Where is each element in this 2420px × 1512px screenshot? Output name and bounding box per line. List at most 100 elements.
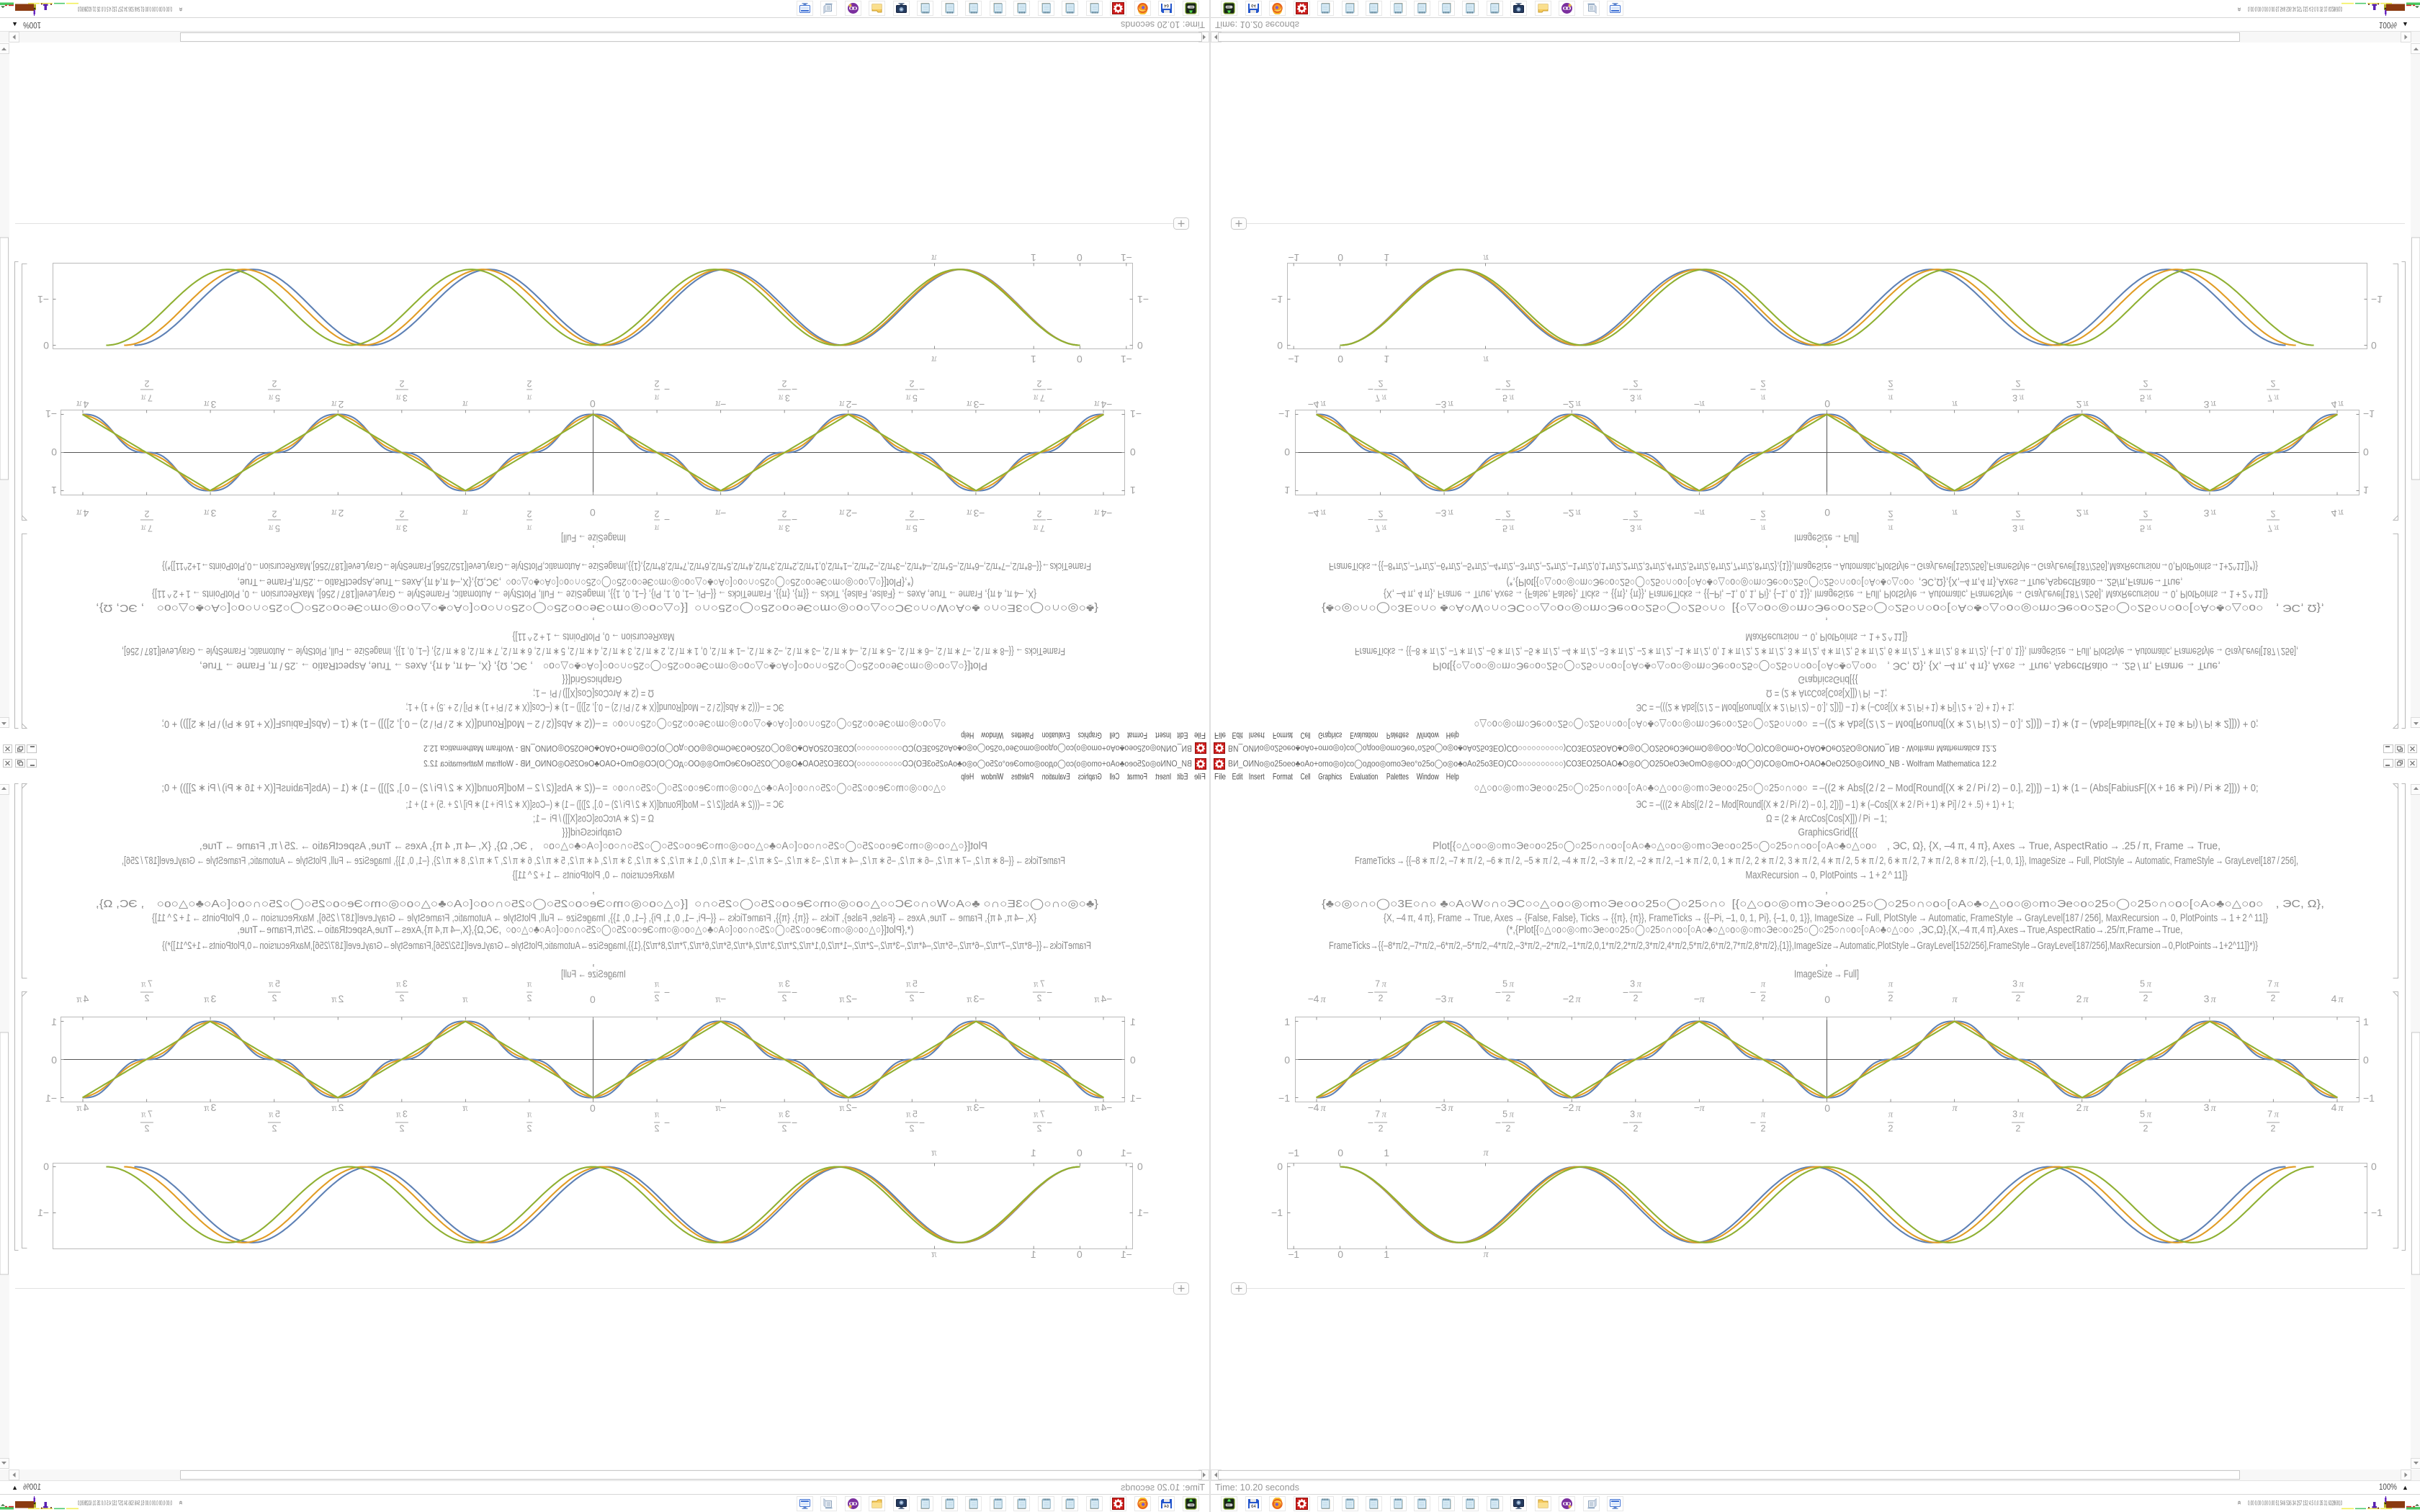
svg-text:Window: Window [1417, 772, 1439, 782]
svg-text:GraphicsGrid[{{: GraphicsGrid[{{ [563, 674, 622, 686]
svg-text:File: File [1194, 731, 1206, 741]
svg-text:ЭC = –(((2 ∗ Abs[(2 / 2 – Mod[: ЭC = –(((2 ∗ Abs[(2 / 2 – Mod[Round[(X ∗… [406, 701, 784, 714]
svg-text:(*,{Plot[{○△○o○◎○m○Эе○o○25○◯○2: (*,{Plot[{○△○o○◎○m○Эе○o○25○◯○25○∩○o○[○A○… [1507, 576, 2183, 588]
svg-text:(*,{Plot[{○△○o○◎○m○Эе○o○25○◯○2: (*,{Plot[{○△○o○◎○m○Эе○o○25○◯○25○∩○o○[○A○… [238, 924, 914, 936]
svg-text:Format: Format [1127, 772, 1147, 782]
svg-text:Format: Format [1273, 772, 1293, 782]
svg-text:»: » [177, 1500, 185, 1505]
svg-text:▲: ▲ [12, 21, 18, 28]
svg-text:Cell: Cell [1109, 731, 1119, 741]
svg-text:○△○o○◎○m○Эе○o○25○◯○25○∩○o○[○A○: ○△○o○◎○m○Эе○o○25○◯○25○∩○o○[○A○♣○△○o○◎○m○… [162, 782, 946, 794]
svg-text:Plot[{○△○o○◎○m○Эе○o○25○◯○25○∩○: Plot[{○△○o○◎○m○Эе○o○25○◯○25○∩○o○[○A○♣○△○… [1433, 840, 2220, 852]
svg-text:(*,{Plot[{○△○o○◎○m○Эе○o○25○◯○2: (*,{Plot[{○△○o○◎○m○Эе○o○25○◯○25○∩○o○[○A○… [1507, 924, 2183, 936]
svg-text:BИ_OИNo◎o25oеo♣oAo+omo◎o)co◯oд: BИ_OИNo◎o25oеo♣oAo+omo◎o)co◯oдoo◎omoЭеo°… [1228, 759, 1996, 769]
svg-text:FrameTicks → {{–8 ∗ π / 2, –7: FrameTicks → {{–8 ∗ π / 2, –7 ∗ π / 2, –… [1355, 645, 2298, 657]
svg-text:100%: 100% [23, 1483, 41, 1492]
svg-text:ЭC = –(((2 ∗ Abs[(2 / 2 – Mod[: ЭC = –(((2 ∗ Abs[(2 / 2 – Mod[Round[(X ∗… [1636, 798, 2015, 811]
svg-text:○△○o○◎○m○Эе○o○25○◯○25○∩○o○[○A○: ○△○o○◎○m○Эе○o○25○◯○25○∩○o○[○A○♣○△○o○◎○m○… [1474, 782, 2259, 794]
svg-text:{X, –4 π, 4 π}, Frame → True,: {X, –4 π, 4 π}, Frame → True, Axes → {Fa… [1384, 912, 2268, 924]
svg-text:ЭC = –(((2 ∗ Abs[(2 / 2 – Mod[: ЭC = –(((2 ∗ Abs[(2 / 2 – Mod[Round[(X ∗… [406, 798, 784, 811]
svg-text:MaxRecursion → 0, PlotPoints →: MaxRecursion → 0, PlotPoints → 1 + 2 ^ 1… [513, 631, 675, 643]
svg-text:File: File [1214, 772, 1226, 782]
svg-text:ImageSize → Full]: ImageSize → Full] [561, 968, 626, 980]
svg-text:»: » [2236, 7, 2244, 12]
svg-text:Help: Help [1446, 731, 1459, 741]
svg-text:{X, –4 π, 4 π}, Frame → True,: {X, –4 π, 4 π}, Frame → True, Axes → {Fa… [152, 588, 1036, 600]
svg-text:File: File [1194, 772, 1206, 782]
svg-text:Help: Help [961, 772, 974, 782]
svg-text:BИ_OИNo◎o25oеo♣oAo+omo◎o)co◯oд: BИ_OИNo◎o25oеo♣oAo+omo◎o)co◯oдoo◎omoЭеo°… [424, 744, 1192, 754]
svg-text:FrameTicks→{{–8*π/2,–7*π/2,–6*: FrameTicks→{{–8*π/2,–7*π/2,–6*π/2,–5*π/2… [162, 560, 1091, 572]
svg-text:Plot[{○△○o○◎○m○Эе○o○25○◯○25○∩○: Plot[{○△○o○◎○m○Эе○o○25○◯○25○∩○o○[○A○♣○△○… [200, 660, 987, 672]
svg-text:Edit: Edit [1232, 772, 1243, 782]
svg-text:Ω = (2 ∗ ArcCos[Cos[X]]) / Pi: Ω = (2 ∗ ArcCos[Cos[X]]) / Pi – 1; [533, 688, 654, 700]
svg-text:0.00 0.00 0.00 0.00 51 546 5: 0.00 0.00 0.00 0.00 51 546 536 34 257 15… [2248, 1500, 2342, 1507]
svg-text:FrameTicks → {{–8 ∗ π / 2, –7: FrameTicks → {{–8 ∗ π / 2, –7 ∗ π / 2, –… [122, 645, 1065, 657]
svg-text:FrameTicks→{{–8*π/2,–7*π/2,–6*: FrameTicks→{{–8*π/2,–7*π/2,–6*π/2,–5*π/2… [162, 940, 1091, 952]
svg-text:100%: 100% [2379, 1483, 2397, 1492]
svg-text:ImageSize → Full]: ImageSize → Full] [1794, 968, 1859, 980]
svg-text:Edit: Edit [1232, 731, 1243, 741]
svg-text:▲: ▲ [12, 1484, 18, 1491]
svg-text:MaxRecursion → 0, PlotPoints →: MaxRecursion → 0, PlotPoints → 1 + 2 ^ 1… [1746, 631, 1908, 643]
svg-text:{♣○◎○∩○◯○3Е○∩○ ♣○A○W○∩○ЭC○○△○o: {♣○◎○∩○◯○3Е○∩○ ♣○A○W○∩○ЭC○○△○o○◎○m○Эе○o○… [96, 898, 1098, 910]
svg-text:▲: ▲ [2402, 1484, 2408, 1491]
svg-text:,: , [1825, 544, 1828, 556]
svg-text:▲: ▲ [2402, 21, 2408, 28]
svg-text:(*,{Plot[{○△○o○◎○m○Эе○o○25○◯○2: (*,{Plot[{○△○o○◎○m○Эе○o○25○◯○25○∩○o○[○A○… [238, 576, 914, 588]
svg-text:,: , [592, 544, 595, 556]
svg-text:Insert: Insert [1249, 772, 1265, 782]
svg-text:,: , [592, 616, 595, 629]
svg-text:»: » [177, 7, 185, 12]
svg-text:Format: Format [1127, 731, 1147, 741]
svg-text:Cell: Cell [1301, 731, 1311, 741]
svg-text:Plot[{○△○o○◎○m○Эе○o○25○◯○25○∩○: Plot[{○△○o○◎○m○Эе○o○25○◯○25○∩○o○[○A○♣○△○… [1433, 660, 2220, 672]
svg-text:MaxRecursion → 0, PlotPoints →: MaxRecursion → 0, PlotPoints → 1 + 2 ^ 1… [1746, 869, 1908, 881]
svg-text:,: , [1825, 956, 1828, 968]
svg-text:Evaluation: Evaluation [1350, 772, 1378, 782]
svg-text:ImageSize → Full]: ImageSize → Full] [1794, 532, 1859, 544]
svg-text:{X, –4 π, 4 π}, Frame → True,: {X, –4 π, 4 π}, Frame → True, Axes → {Fa… [1384, 588, 2268, 600]
svg-text:Window: Window [981, 731, 1003, 741]
svg-text:Window: Window [981, 772, 1003, 782]
svg-text:Cell: Cell [1109, 772, 1119, 782]
svg-text:Time: 10.20 seconds: Time: 10.20 seconds [1215, 19, 1299, 30]
svg-text:,: , [592, 956, 595, 968]
svg-text:BИ_OИNo◎o25oеo♣oAo+omo◎o)co◯oд: BИ_OИNo◎o25oеo♣oAo+omo◎o)co◯oдoo◎omoЭеo°… [1228, 744, 1996, 754]
svg-text:GraphicsGrid[{{: GraphicsGrid[{{ [563, 827, 622, 839]
svg-text:Time: 10.20 seconds: Time: 10.20 seconds [1121, 19, 1205, 30]
svg-text:,: , [592, 884, 595, 896]
svg-text:○△○o○◎○m○Эе○o○25○◯○25○∩○o○[○A○: ○△○o○◎○m○Эе○o○25○◯○25○∩○o○[○A○♣○△○o○◎○m○… [1474, 718, 2259, 730]
svg-text:Graphics: Graphics [1078, 772, 1102, 782]
svg-text:{X, –4 π, 4 π}, Frame → True,: {X, –4 π, 4 π}, Frame → True, Axes → {Fa… [152, 912, 1036, 924]
svg-text:BИ_OИNo◎o25oеo♣oAo+omo◎o)co◯oд: BИ_OИNo◎o25oеo♣oAo+omo◎o)co◯oдoo◎omoЭеo°… [424, 759, 1192, 769]
svg-text:ЭC = –(((2 ∗ Abs[(2 / 2 – Mod[: ЭC = –(((2 ∗ Abs[(2 / 2 – Mod[Round[(X ∗… [1636, 701, 2015, 714]
svg-text:Palettes: Palettes [1011, 772, 1034, 782]
svg-text:64: 64 [1251, 3, 1256, 7]
svg-text:FrameTicks → {{–8 ∗ π / 2, –7: FrameTicks → {{–8 ∗ π / 2, –7 ∗ π / 2, –… [122, 855, 1065, 867]
svg-text:Ω = (2 ∗ ArcCos[Cos[X]]) / Pi: Ω = (2 ∗ ArcCos[Cos[X]]) / Pi – 1; [533, 813, 654, 825]
svg-text:,: , [1825, 884, 1828, 896]
svg-text:Plot[{○△○o○◎○m○Эе○o○25○◯○25○∩○: Plot[{○△○o○◎○m○Эе○o○25○◯○25○∩○o○[○A○♣○△○… [200, 840, 987, 852]
svg-text:{♣○◎○∩○◯○3Е○∩○ ♣○A○W○∩○ЭC○○△○o: {♣○◎○∩○◯○3Е○∩○ ♣○A○W○∩○ЭC○○△○o○◎○m○Эе○o○… [1322, 898, 2324, 910]
svg-text:Palettes: Palettes [1386, 731, 1409, 741]
svg-text:Ω = (2 ∗ ArcCos[Cos[X]]) / Pi: Ω = (2 ∗ ArcCos[Cos[X]]) / Pi – 1; [1766, 813, 1887, 825]
svg-text:FrameTicks→{{–8*π/2,–7*π/2,–6*: FrameTicks→{{–8*π/2,–7*π/2,–6*π/2,–5*π/2… [1329, 560, 2258, 572]
svg-text:Palettes: Palettes [1386, 772, 1409, 782]
svg-text:GraphicsGrid[{{: GraphicsGrid[{{ [1798, 827, 1858, 839]
svg-text:Palettes: Palettes [1011, 731, 1034, 741]
svg-text:Graphics: Graphics [1078, 731, 1102, 741]
svg-text:Window: Window [1417, 731, 1439, 741]
svg-text:Help: Help [961, 731, 974, 741]
svg-text:File: File [1214, 731, 1226, 741]
svg-text:ImageSize → Full]: ImageSize → Full] [561, 532, 626, 544]
svg-text:Graphics: Graphics [1318, 772, 1342, 782]
svg-text:»: » [2236, 1500, 2244, 1505]
svg-text:64: 64 [1251, 1505, 1256, 1509]
svg-text:100%: 100% [23, 20, 41, 29]
svg-text:64: 64 [1164, 3, 1169, 7]
svg-text:Time: 10.20 seconds: Time: 10.20 seconds [1121, 1482, 1205, 1493]
svg-text:Evaluation: Evaluation [1042, 772, 1070, 782]
svg-text:0.00 0.00 0.00 0.00 51 546 5: 0.00 0.00 0.00 0.00 51 546 536 34 257 15… [2248, 6, 2342, 13]
svg-text:Insert: Insert [1155, 731, 1171, 741]
